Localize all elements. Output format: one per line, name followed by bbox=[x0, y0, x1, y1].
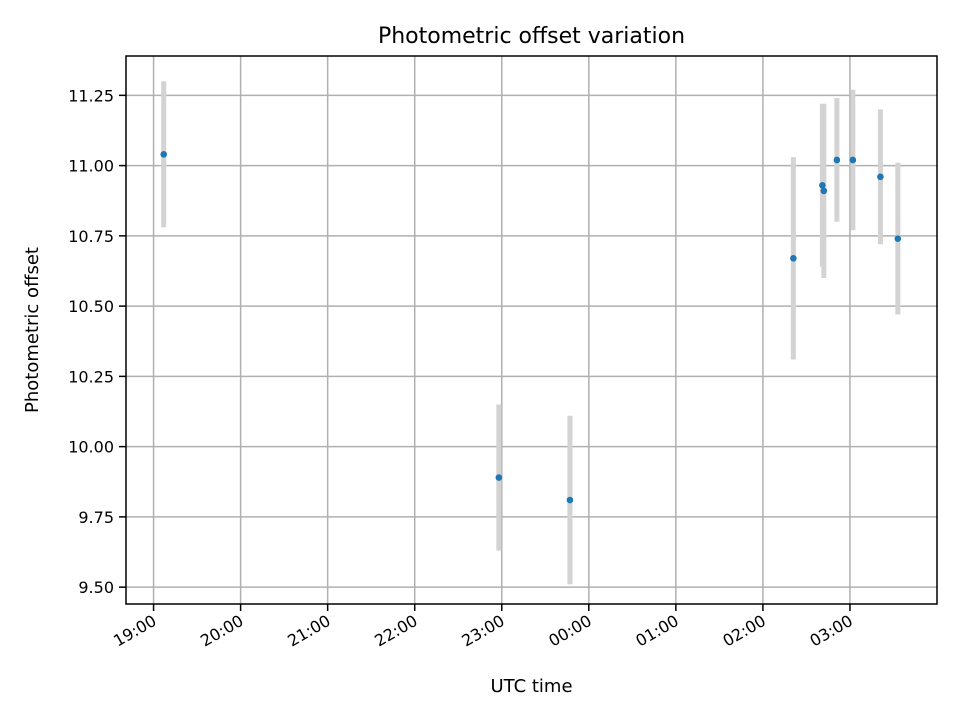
chart-title: Photometric offset variation bbox=[378, 24, 685, 49]
grid bbox=[126, 56, 937, 604]
data-point bbox=[894, 235, 902, 242]
y-tick-label: 11.25 bbox=[68, 86, 114, 105]
data-point bbox=[849, 156, 857, 164]
data-point bbox=[877, 173, 884, 181]
data-point bbox=[820, 187, 828, 195]
data-point bbox=[819, 181, 826, 189]
y-tick-label: 10.25 bbox=[68, 367, 114, 386]
x-axis-label: UTC time bbox=[490, 676, 572, 697]
data-point bbox=[790, 255, 797, 262]
y-tick-label: 10.75 bbox=[68, 227, 114, 246]
data-points bbox=[160, 151, 902, 504]
y-tick-label: 11.00 bbox=[68, 157, 114, 176]
data-point bbox=[495, 474, 503, 481]
y-tick-label: 10.00 bbox=[68, 438, 114, 457]
data-point bbox=[160, 151, 168, 158]
y-tick-label: 10.50 bbox=[68, 297, 114, 316]
y-tick-label: 9.75 bbox=[78, 508, 114, 527]
data-point bbox=[566, 496, 574, 504]
y-axis-label: Photometric offset bbox=[22, 247, 43, 413]
y-tick-label: 9.50 bbox=[78, 578, 114, 597]
data-point bbox=[833, 156, 841, 164]
plot-frame bbox=[125, 55, 938, 605]
